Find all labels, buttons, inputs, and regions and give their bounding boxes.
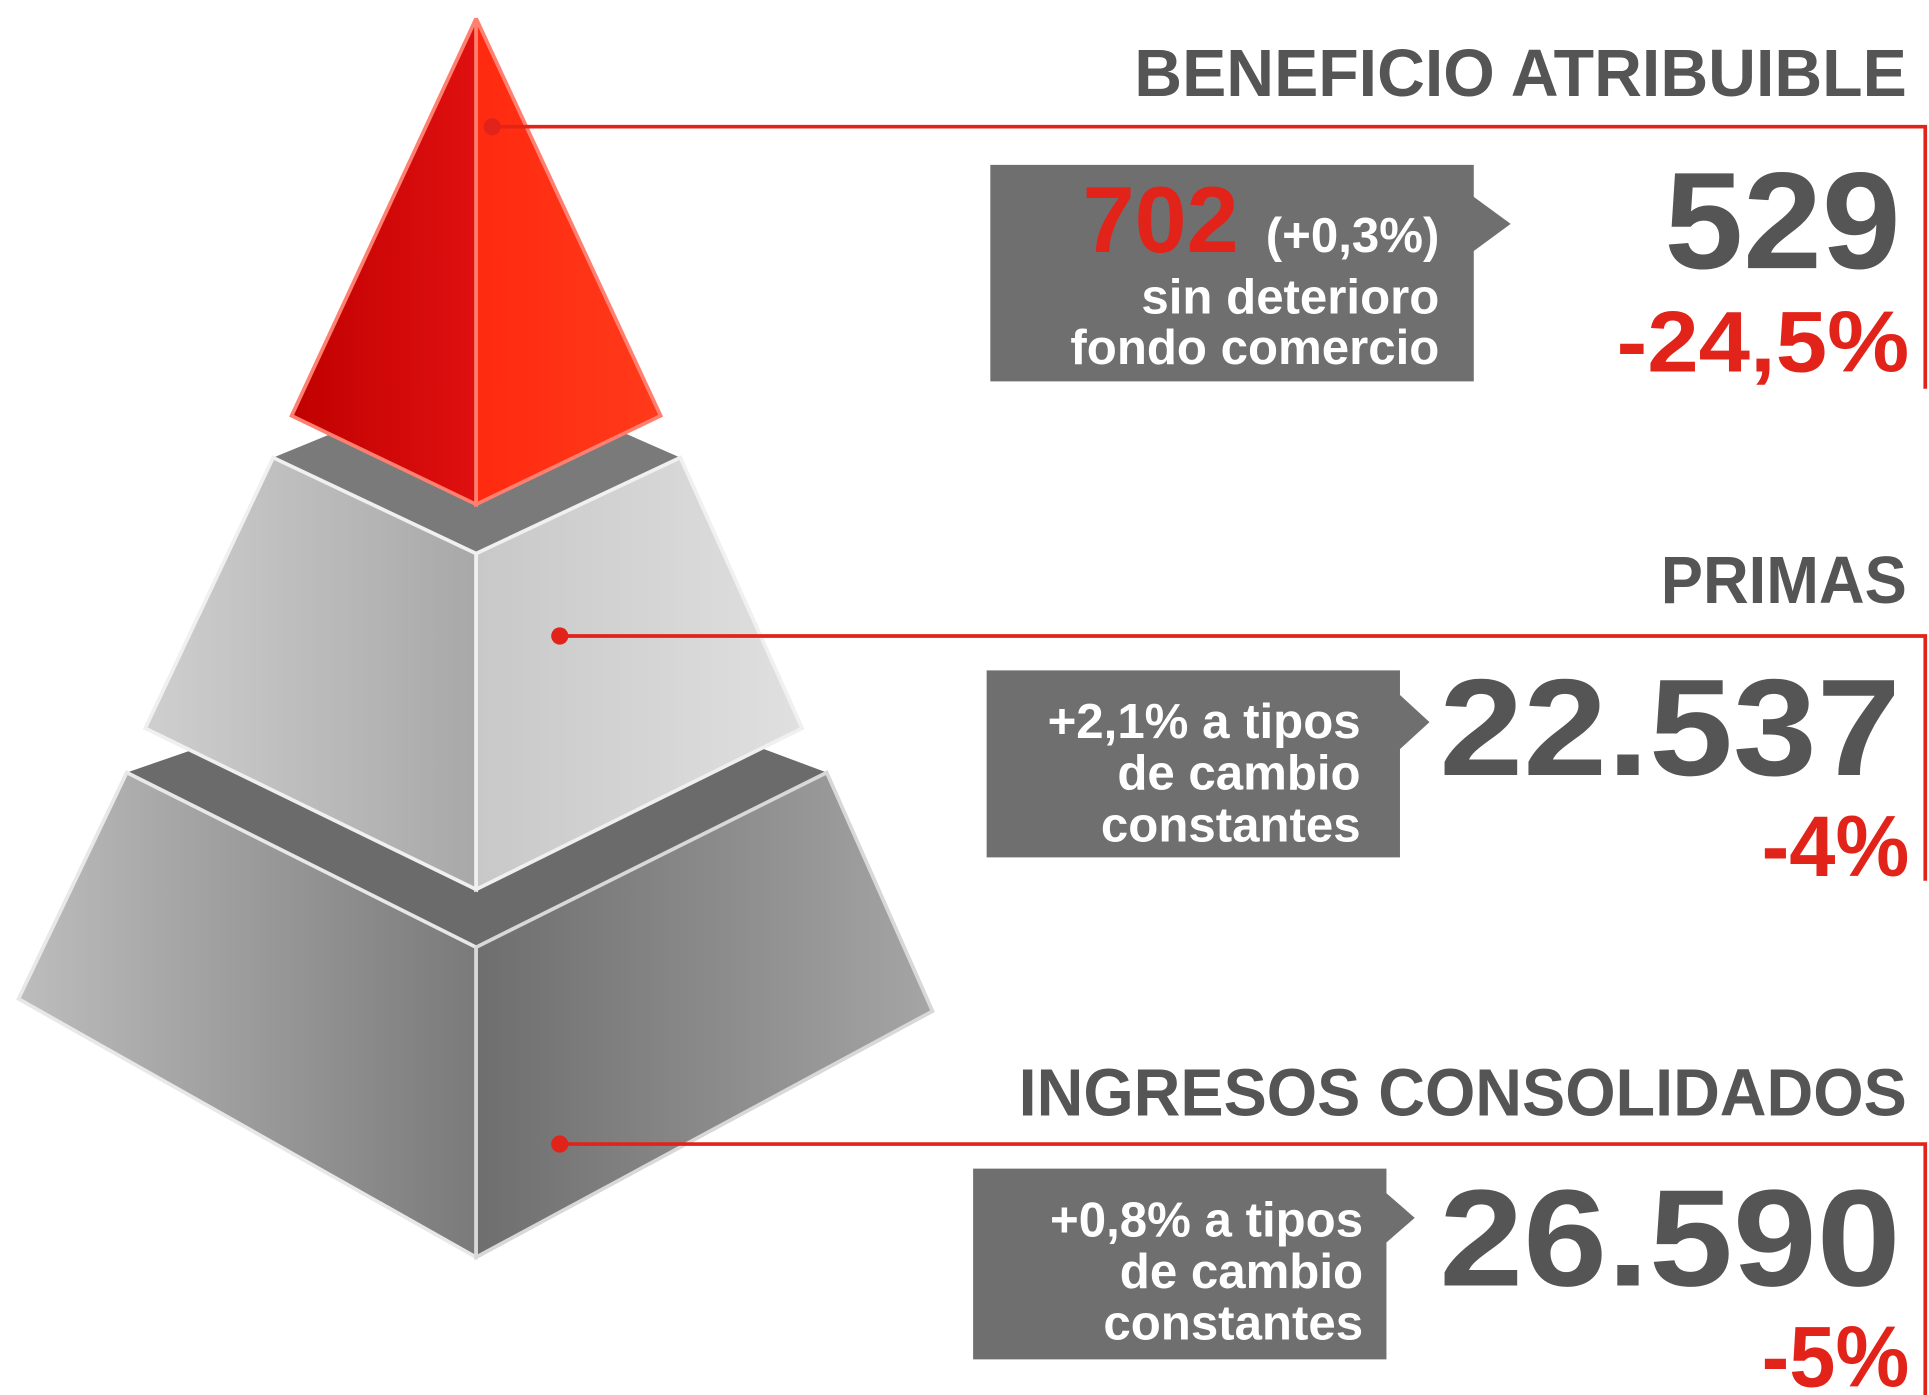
note-line: de cambio — [1117, 746, 1360, 801]
change: -5% — [1762, 1309, 1910, 1395]
highlight-suffix: (+0,3%) — [1266, 208, 1440, 263]
note-box — [986, 670, 1430, 858]
note-line: +0,8% a tipos — [1050, 1192, 1363, 1247]
change: -4% — [1762, 799, 1910, 895]
section-title: PRIMAS — [1661, 544, 1907, 618]
middle-right-face — [474, 455, 805, 893]
note-line: fondo comercio — [1070, 320, 1439, 375]
connector — [559, 634, 1928, 881]
value: 26.590 — [1439, 1162, 1900, 1316]
pyramid — [16, 17, 935, 1261]
highlight: 702 — [1083, 167, 1239, 272]
note-line: de cambio — [1120, 1244, 1363, 1299]
dot — [551, 627, 569, 645]
note-line: +2,1% a tipos — [1048, 694, 1361, 749]
note-line: sin deterioro — [1141, 270, 1439, 325]
note-box — [990, 164, 1511, 382]
bottom-right-face — [474, 770, 935, 1261]
connector — [492, 124, 1928, 389]
top-right-face — [474, 17, 664, 508]
value: 529 — [1664, 144, 1900, 298]
top-left-face — [289, 17, 478, 508]
note-line: constantes — [1103, 1296, 1363, 1351]
change: -24,5% — [1616, 295, 1909, 391]
note-highlight: 702 (+0,3%) — [1083, 167, 1440, 272]
note-box — [973, 1168, 1415, 1360]
connector — [559, 1142, 1928, 1395]
dot — [551, 1135, 569, 1153]
connectors — [492, 124, 1928, 1395]
note-line: constantes — [1101, 797, 1361, 852]
dot — [483, 118, 501, 136]
value: 22.537 — [1439, 651, 1900, 805]
section-title: INGRESOS CONSOLIDADOS — [1019, 1057, 1907, 1131]
section-title: BENEFICIO ATRIBUIBLE — [1134, 37, 1907, 111]
